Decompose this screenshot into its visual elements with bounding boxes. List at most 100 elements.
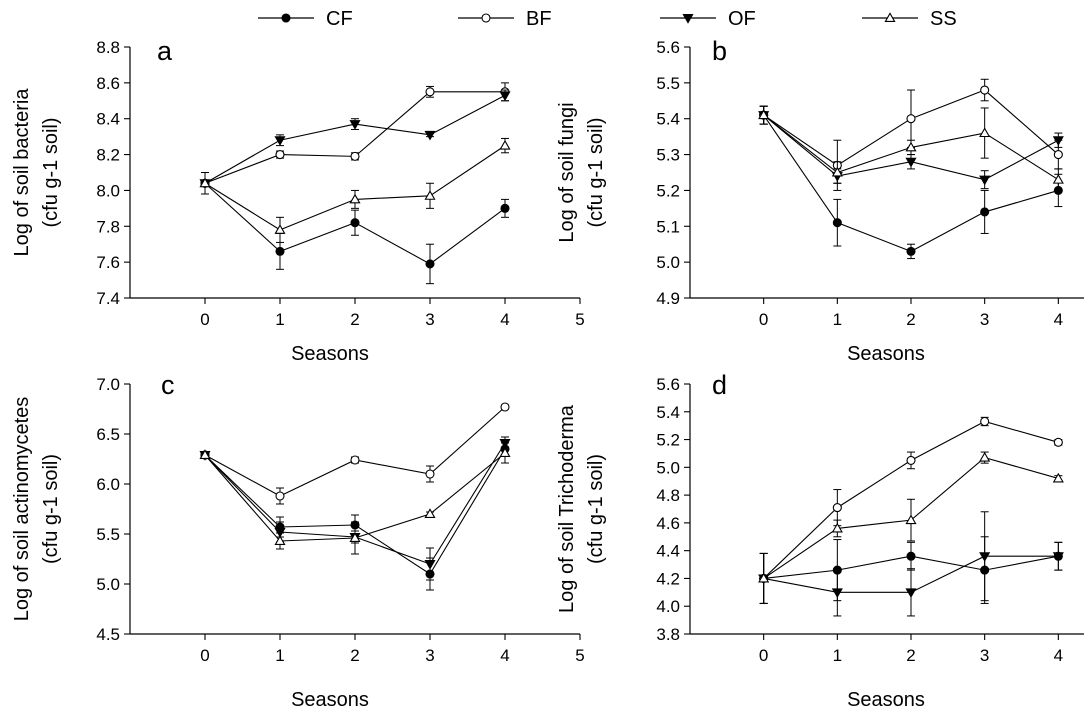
series-bf	[200, 402, 510, 505]
y-tick-label: 4.6	[656, 514, 680, 533]
y-tick-label: 5.0	[656, 253, 680, 272]
data-point	[906, 455, 916, 465]
data-point	[500, 203, 510, 213]
data-point	[905, 514, 917, 525]
legend: CF BF OF SS	[258, 8, 957, 30]
y-axis-title-line: Log of soil bacteria	[11, 88, 33, 257]
x-tick-label: 4	[500, 310, 509, 329]
data-point	[425, 469, 435, 479]
x-tick-label: 0	[200, 646, 209, 665]
data-point	[500, 402, 510, 412]
data-point	[275, 246, 285, 256]
data-point	[1052, 136, 1064, 146]
y-tick-label: 5.1	[656, 217, 680, 236]
x-axis-title: Seasons	[847, 343, 925, 365]
y-tick-label: 4.4	[656, 542, 680, 561]
y-tick-label: 4.8	[656, 486, 680, 505]
x-tick-label: 2	[906, 646, 915, 665]
series-bf	[200, 82, 510, 195]
series-line	[204, 94, 506, 184]
data-point	[1052, 472, 1064, 483]
legend-label: CF	[326, 8, 353, 30]
panel-letter: a	[157, 36, 173, 66]
data-point	[350, 455, 360, 465]
legend-item-ss: SS	[862, 8, 957, 30]
data-point	[832, 503, 842, 513]
x-tick-label: 5	[575, 646, 584, 665]
y-axis-title-line: Log of soil Trichoderma	[556, 404, 578, 613]
y-axis-title-line: (cfu g-1 soil)	[585, 454, 607, 564]
data-point	[1052, 552, 1064, 562]
data-point	[980, 207, 990, 217]
y-tick-label: 7.4	[96, 289, 120, 308]
y-tick-label: 8.8	[96, 38, 120, 57]
series-cf	[200, 172, 510, 285]
x-tick-label: 3	[980, 310, 989, 329]
x-tick-label: 5	[575, 310, 584, 329]
y-tick-label: 7.0	[96, 375, 120, 394]
y-tick-label: 3.8	[656, 625, 680, 644]
data-point	[274, 136, 286, 146]
x-tick-label: 3	[980, 646, 989, 665]
y-tick-label: 8.0	[96, 181, 120, 200]
data-point	[499, 91, 511, 102]
y-tick-label: 5.4	[656, 110, 680, 129]
series-of	[199, 89, 511, 195]
y-tick-label: 7.8	[96, 217, 120, 236]
y-tick-label: 5.2	[656, 181, 680, 200]
x-axis-title: Seasons	[847, 689, 925, 710]
data-point	[274, 535, 286, 546]
series-ss	[758, 451, 1064, 604]
data-point	[350, 151, 360, 161]
data-point	[980, 416, 990, 427]
panel-letter: c	[161, 370, 175, 400]
y-tick-label: 7.6	[96, 253, 120, 272]
data-point	[199, 177, 211, 188]
data-point	[199, 449, 211, 460]
data-point	[905, 157, 917, 168]
legend-label: BF	[526, 8, 552, 30]
data-point	[275, 150, 285, 160]
data-point	[424, 559, 436, 570]
data-point	[758, 572, 770, 583]
data-point	[274, 224, 286, 234]
panel-letter: b	[712, 36, 727, 66]
data-point	[906, 114, 916, 124]
data-point	[424, 130, 436, 141]
data-point	[425, 87, 435, 97]
x-tick-label: 1	[275, 646, 284, 665]
y-axis-title-line: Log of soil fungi	[556, 102, 578, 242]
x-tick-label: 0	[759, 646, 768, 665]
x-tick-label: 0	[759, 310, 768, 329]
legend-marker	[281, 13, 291, 23]
x-tick-label: 4	[500, 646, 509, 665]
series-line	[204, 91, 505, 184]
legend-label: SS	[930, 8, 957, 30]
data-point	[831, 166, 843, 177]
x-tick-label: 2	[906, 310, 915, 329]
panel-letter: d	[712, 370, 727, 400]
y-tick-label: 5.5	[656, 74, 680, 93]
x-tick-label: 1	[833, 646, 842, 665]
data-point	[499, 139, 511, 150]
data-point	[906, 551, 916, 561]
data-point	[424, 190, 436, 200]
y-axis-title-line: (cfu g-1 soil)	[585, 117, 607, 227]
x-tick-label: 0	[200, 310, 209, 329]
series-cf	[200, 442, 510, 591]
legend-marker	[884, 12, 896, 23]
data-point	[499, 447, 511, 458]
data-point	[349, 193, 361, 204]
data-point	[980, 85, 990, 95]
x-tick-label: 4	[1054, 310, 1063, 329]
panel-b: 4.9 5.0 5.1 5.2 5.3 5.4 5.5 5.6 0 1 2 3 4 5 Seasons Log…	[556, 36, 1084, 365]
x-axis-title: Seasons	[291, 343, 369, 365]
y-axis-title-line: (cfu g-1 soil)	[40, 117, 62, 227]
x-tick-label: 1	[275, 310, 284, 329]
data-point	[349, 120, 361, 130]
data-point	[979, 451, 991, 462]
y-tick-label: 4.2	[656, 569, 680, 588]
data-point	[1052, 173, 1064, 184]
y-tick-label: 5.4	[656, 403, 680, 422]
